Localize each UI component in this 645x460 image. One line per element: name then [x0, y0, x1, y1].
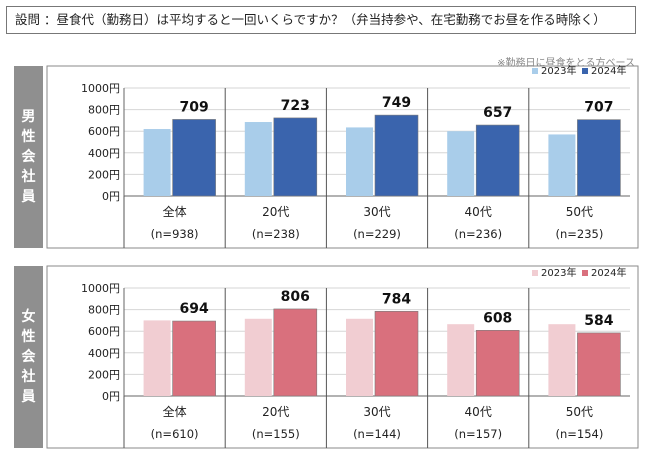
- category-label: 40代: [465, 405, 492, 419]
- panel-label-char: 社: [21, 169, 36, 185]
- y-tick-label: 400円: [88, 147, 120, 160]
- panel-label-char: 社: [21, 369, 36, 385]
- legend-label: 2024年: [591, 64, 626, 77]
- bar-2024: [273, 117, 318, 197]
- category-label: 50代: [566, 205, 593, 219]
- legend-label: 2024年: [591, 266, 626, 279]
- bar-2023: [447, 131, 475, 196]
- data-label: 749: [382, 95, 411, 111]
- bar-2024: [172, 119, 216, 197]
- bar-2023: [143, 320, 171, 396]
- y-tick-label: 400円: [88, 347, 120, 360]
- data-label: 806: [281, 289, 310, 305]
- category-label: 40代: [465, 205, 492, 219]
- panel-label-male: 男性会社員: [14, 66, 43, 248]
- bar-2023: [346, 318, 373, 396]
- base-note: ※勤務日に昼食をとる方ベース: [497, 58, 635, 69]
- sample-count: (n=236): [454, 227, 502, 241]
- y-tick-label: 1000円: [81, 282, 120, 295]
- bar-2023: [548, 324, 576, 396]
- bar-2023: [346, 127, 373, 196]
- panel-label-char: 会: [21, 149, 36, 165]
- data-label: 608: [483, 310, 512, 326]
- sample-count: (n=154): [555, 427, 603, 441]
- bar-2024: [577, 332, 621, 397]
- category-label: 全体: [163, 404, 187, 419]
- panel-label-char: 性: [21, 329, 36, 345]
- bar-2023: [447, 324, 475, 396]
- panel-label-char: 員: [21, 189, 36, 205]
- legend-swatch: [532, 68, 538, 74]
- bar-2023: [548, 134, 576, 196]
- data-label: 709: [179, 99, 208, 115]
- legend-swatch: [582, 68, 588, 74]
- data-label: 694: [179, 301, 208, 317]
- data-label: 723: [281, 98, 310, 114]
- data-label: 657: [483, 105, 512, 121]
- category-label: 30代: [363, 205, 390, 219]
- bar-2024: [374, 311, 419, 397]
- bar-2024: [475, 124, 520, 197]
- sample-count: (n=155): [252, 427, 300, 441]
- panel-label-char: 女: [21, 309, 36, 325]
- data-label: 584: [584, 313, 613, 329]
- y-tick-label: 1000円: [81, 82, 120, 95]
- sample-count: (n=157): [454, 427, 502, 441]
- panel-label-female: 女性会社員: [14, 266, 43, 448]
- panel-label-char: 員: [21, 389, 36, 405]
- bar-2024: [172, 320, 216, 397]
- category-label: 20代: [262, 205, 289, 219]
- y-tick-label: 0円: [102, 190, 120, 203]
- sample-count: (n=229): [353, 227, 401, 241]
- panel-label-char: 会: [21, 349, 36, 365]
- y-tick-label: 0円: [102, 390, 120, 403]
- y-tick-label: 600円: [88, 125, 120, 138]
- legend-label: 2023年: [541, 266, 576, 279]
- legend-swatch: [582, 270, 588, 276]
- y-tick-label: 200円: [88, 168, 120, 181]
- legend-label: 2023年: [541, 64, 576, 77]
- sample-count: (n=938): [151, 227, 199, 241]
- question-box: 設問 ：昼食代（勤務日）は平均すると一回いくらですか？（弁当持参や、在宅勤務でお…: [6, 6, 636, 34]
- bar-2024: [577, 119, 621, 197]
- category-label: 20代: [262, 405, 289, 419]
- y-tick-label: 800円: [88, 104, 120, 117]
- bar-2023: [244, 318, 272, 396]
- bar-2024: [273, 308, 318, 397]
- category-label: 全体: [163, 204, 187, 219]
- sample-count: (n=238): [252, 227, 300, 241]
- panel-frame: [46, 65, 639, 249]
- bar-2024: [374, 114, 419, 197]
- sample-count: (n=235): [555, 227, 603, 241]
- category-label: 30代: [363, 405, 390, 419]
- y-tick-label: 200円: [88, 368, 120, 381]
- bar-2023: [143, 129, 171, 196]
- bar-2023: [244, 122, 272, 196]
- panel-label-char: 男: [21, 109, 36, 125]
- sample-count: (n=610): [151, 427, 199, 441]
- data-label: 707: [584, 100, 613, 116]
- data-label: 784: [382, 291, 411, 307]
- category-label: 50代: [566, 405, 593, 419]
- bar-2024: [475, 330, 520, 397]
- legend-swatch: [532, 270, 538, 276]
- panel-label-char: 性: [21, 129, 36, 145]
- sample-count: (n=144): [353, 427, 401, 441]
- y-tick-label: 800円: [88, 304, 120, 317]
- panel-frame: [46, 265, 639, 449]
- y-tick-label: 600円: [88, 325, 120, 338]
